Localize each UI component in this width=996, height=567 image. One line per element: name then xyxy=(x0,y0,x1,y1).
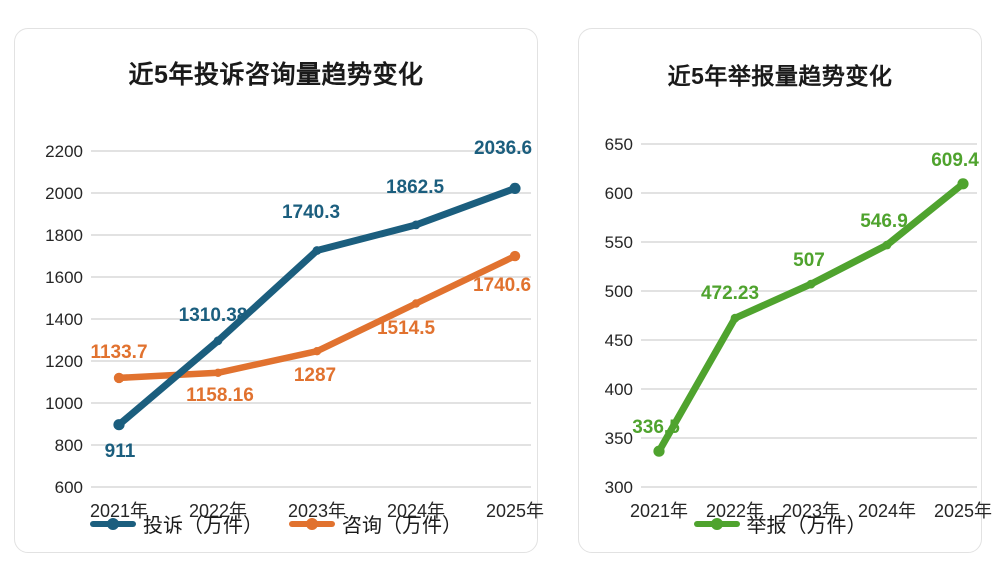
data-label-report: 336.5 xyxy=(632,417,680,438)
series-markers-complaint xyxy=(113,182,521,431)
data-labels-report: 336.5 472.23 507 546.9 609.4 xyxy=(632,150,979,438)
y-tick-label: 450 xyxy=(605,331,633,350)
legend-item-report[interactable]: 举报（万件） xyxy=(693,509,867,538)
y-tick-label: 300 xyxy=(605,478,633,497)
y-tick-label: 600 xyxy=(55,478,83,497)
y-tick-label: 350 xyxy=(605,429,633,448)
y-tick-label: 1800 xyxy=(45,226,83,245)
legend-line-marker-icon xyxy=(693,517,740,530)
legend-line-marker-icon xyxy=(90,517,136,530)
chart-title-reports: 近5年举报量趋势变化 xyxy=(667,63,893,89)
data-label-consult: 1287 xyxy=(294,365,336,386)
y-tick-label: 400 xyxy=(605,380,633,399)
series-markers-report xyxy=(653,178,969,457)
x-axis-complaints: 2021年 2022年 2023年 2024年 2025年 xyxy=(90,501,544,521)
gridlines-complaints xyxy=(91,150,531,488)
data-label-complaint: 1740.3 xyxy=(282,202,340,223)
x-tick-label: 2022年 xyxy=(189,501,247,521)
x-tick-label: 2025年 xyxy=(486,501,544,521)
data-label-report: 609.4 xyxy=(931,150,979,171)
x-axis-reports: 2021年 2022年 2023年 2024年 2025年 xyxy=(630,501,992,521)
series-markers-consult xyxy=(113,250,521,384)
legend-line-marker-icon xyxy=(289,517,335,530)
y-tick-label: 1400 xyxy=(45,310,83,329)
legend-item-consult[interactable]: 咨询（万件） xyxy=(289,509,462,538)
y-tick-label: 2200 xyxy=(45,142,83,161)
data-label-consult: 1514.5 xyxy=(377,318,436,339)
y-tick-label: 600 xyxy=(605,184,633,203)
y-tick-label: 1600 xyxy=(45,268,83,287)
x-tick-label: 2024年 xyxy=(387,501,445,521)
y-tick-label: 800 xyxy=(55,436,83,455)
data-labels-complaint: 911 1310.38 1740.3 1862.5 2036.6 xyxy=(105,138,532,462)
legend-reports: 举报（万件） xyxy=(579,509,981,538)
gridlines-reports xyxy=(641,143,977,488)
data-label-complaint: 1862.5 xyxy=(386,177,445,198)
data-label-complaint: 911 xyxy=(105,441,136,462)
plot-area-reports: 650 600 550 500 450 400 350 300 xyxy=(579,29,992,521)
x-tick-label: 2023年 xyxy=(288,501,346,521)
x-tick-label: 2021年 xyxy=(90,501,148,521)
x-tick-label: 2025年 xyxy=(934,501,992,521)
data-label-consult: 1740.6 xyxy=(473,275,531,296)
data-label-report: 546.9 xyxy=(860,211,908,232)
x-tick-label: 2021年 xyxy=(630,501,688,521)
y-axis-complaints: 2200 2000 1800 1600 1400 1200 1000 800 6… xyxy=(45,142,83,497)
series-line-report xyxy=(655,180,967,455)
y-tick-label: 650 xyxy=(605,135,633,154)
legend-item-complaint[interactable]: 投诉（万件） xyxy=(90,509,263,538)
data-label-consult: 1133.7 xyxy=(90,342,147,363)
x-tick-label: 2024年 xyxy=(858,501,916,521)
data-label-report: 472.23 xyxy=(701,283,759,304)
legend-label-consult: 咨询（万件） xyxy=(342,515,462,537)
legend-label-complaint: 投诉（万件） xyxy=(143,515,263,537)
y-tick-label: 550 xyxy=(605,233,633,252)
chart-title-complaints: 近5年投诉咨询量趋势变化 xyxy=(128,61,424,89)
y-tick-label: 500 xyxy=(605,282,633,301)
y-tick-label: 1000 xyxy=(45,394,83,413)
data-label-complaint: 2036.6 xyxy=(474,138,532,159)
chart-card-reports: 近5年举报量趋势变化 650 600 550 xyxy=(578,28,992,553)
legend-label-report: 举报（万件） xyxy=(746,515,867,537)
y-tick-label: 1200 xyxy=(45,352,83,371)
plot-area-complaints: 2200 2000 1800 1600 1400 1200 1000 800 6… xyxy=(15,29,544,521)
data-label-consult: 1158.16 xyxy=(186,385,254,406)
data-label-complaint: 1310.38 xyxy=(179,305,248,326)
x-tick-label: 2022年 xyxy=(706,501,764,521)
y-tick-label: 2000 xyxy=(45,184,83,203)
chart-card-complaints: 近5年投诉咨询量趋势变化 2200 200 xyxy=(14,28,544,553)
x-tick-label: 2023年 xyxy=(782,501,840,521)
data-label-report: 507 xyxy=(793,250,825,271)
legend-complaints: 投诉（万件） 咨询（万件） xyxy=(15,509,537,538)
y-axis-reports: 650 600 550 500 450 400 350 300 xyxy=(605,135,633,497)
data-labels-consult: 1133.7 1158.16 1287 1514.5 1740.6 xyxy=(90,275,531,406)
